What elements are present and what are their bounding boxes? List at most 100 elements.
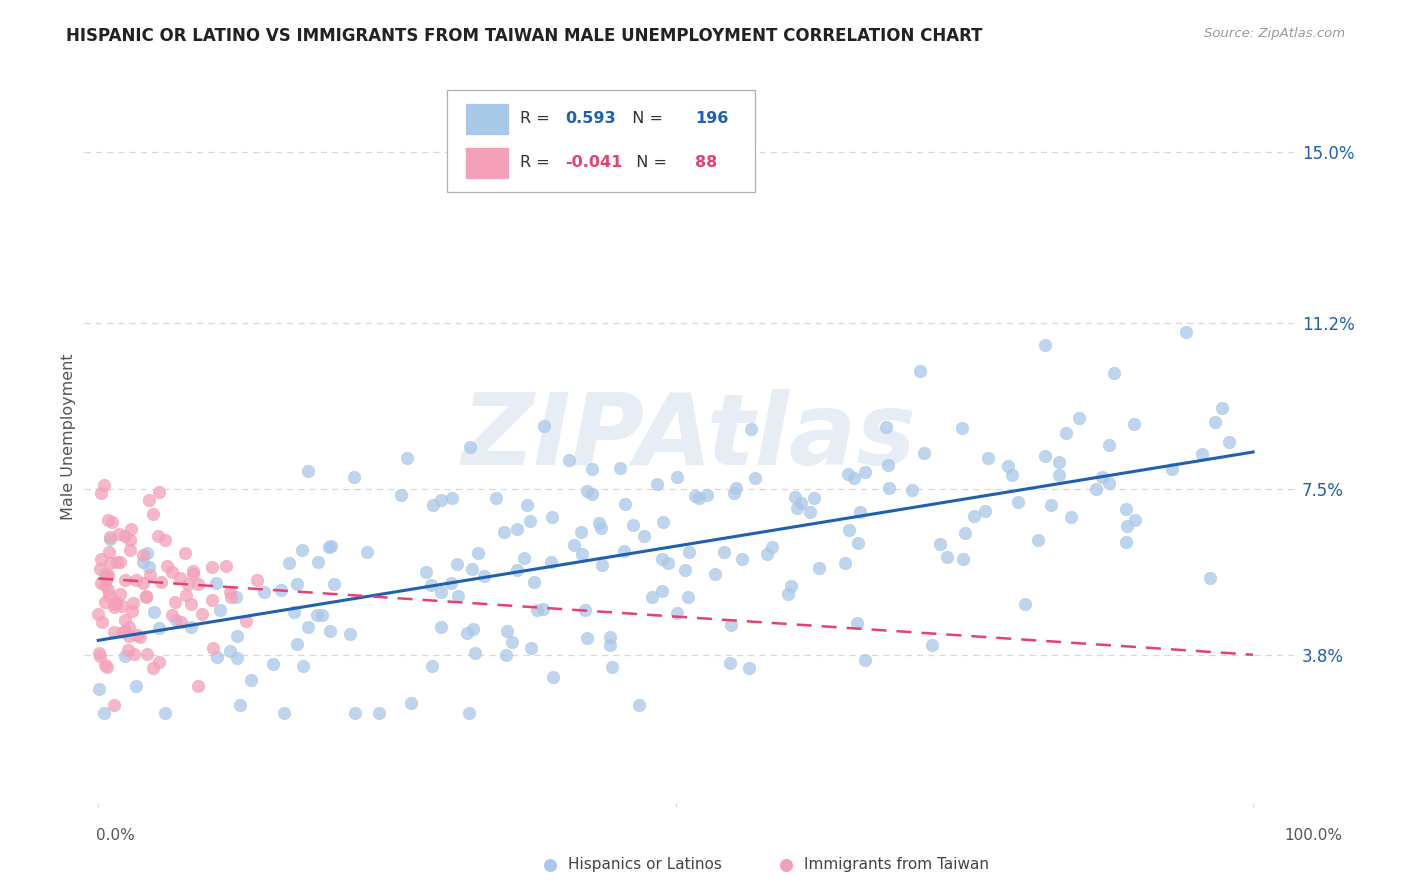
Point [955, 525, 977, 540]
Point [879, 481, 901, 495]
Point [1000, 467, 1022, 482]
Point [114, 573, 136, 587]
Point [229, 698, 252, 712]
Point [146, 529, 169, 543]
Point [665, 469, 688, 483]
Point [285, 637, 308, 651]
Point [173, 545, 195, 559]
Point [430, 493, 453, 508]
Point [526, 603, 548, 617]
Point [125, 574, 148, 588]
Point [169, 571, 191, 585]
Point [581, 462, 603, 476]
Point [531, 602, 554, 616]
Point [1097, 476, 1119, 491]
Point [846, 536, 869, 550]
Point [912, 446, 935, 460]
Point [652, 515, 675, 529]
Text: Source: ZipAtlas.com: Source: ZipAtlas.com [1205, 27, 1346, 40]
Text: 0.0%: 0.0% [96, 828, 135, 843]
Point [533, 419, 555, 434]
Point [1014, 597, 1036, 611]
Point [456, 626, 478, 640]
Point [574, 603, 596, 617]
Point [285, 577, 308, 591]
Text: 100.0%: 100.0% [1285, 828, 1343, 843]
Point [541, 670, 564, 684]
Point [834, 556, 856, 570]
Point [165, 613, 187, 627]
Point [135, 590, 157, 604]
Point [420, 658, 443, 673]
Point [1123, 513, 1146, 527]
Point [485, 491, 508, 505]
Point [599, 638, 621, 652]
Point [142, 507, 165, 521]
Point [731, 551, 754, 566]
Point [114, 529, 136, 543]
Point [496, 624, 519, 638]
Point [1047, 468, 1070, 483]
Point [270, 582, 292, 597]
Point [720, 618, 742, 632]
Point [591, 558, 613, 573]
Point [110, 587, 132, 601]
Point [114, 648, 136, 663]
Point [464, 646, 486, 660]
Point [129, 630, 152, 644]
Point [877, 458, 900, 473]
Point [344, 706, 367, 720]
Point [855, 465, 877, 479]
Point [778, 587, 800, 601]
Point [103, 597, 125, 611]
Point [641, 591, 664, 605]
Point [103, 599, 125, 614]
Point [201, 560, 224, 574]
Point [155, 533, 177, 547]
Point [1047, 454, 1070, 468]
Text: 196: 196 [695, 112, 728, 127]
Point [98, 545, 121, 559]
Point [318, 624, 340, 638]
Point [1204, 415, 1226, 429]
Point [201, 593, 224, 607]
Point [117, 619, 139, 633]
Point [291, 542, 314, 557]
Point [1026, 533, 1049, 548]
Point [170, 615, 193, 629]
Point [139, 567, 162, 582]
Point [523, 575, 546, 590]
Point [132, 549, 155, 563]
Point [952, 551, 974, 566]
Point [505, 563, 527, 577]
Point [148, 655, 170, 669]
Point [87, 607, 110, 622]
Point [755, 547, 778, 561]
Point [936, 550, 959, 565]
Point [581, 487, 603, 501]
Point [219, 590, 242, 604]
Point [138, 492, 160, 507]
Point [440, 576, 463, 591]
Text: N =: N = [626, 155, 672, 170]
Point [114, 613, 136, 627]
Point [94, 566, 117, 581]
Point [419, 578, 441, 592]
Point [389, 488, 412, 502]
Point [1040, 499, 1063, 513]
FancyBboxPatch shape [465, 103, 509, 135]
Point [520, 641, 543, 656]
Point [125, 679, 148, 693]
Point [588, 516, 610, 530]
Point [558, 453, 581, 467]
Point [651, 584, 673, 599]
Point [569, 524, 592, 539]
Point [343, 470, 366, 484]
Point [135, 589, 157, 603]
Point [132, 556, 155, 570]
Point [973, 504, 995, 518]
Point [1091, 469, 1114, 483]
Point [253, 584, 276, 599]
Point [633, 529, 655, 543]
Point [613, 544, 636, 558]
